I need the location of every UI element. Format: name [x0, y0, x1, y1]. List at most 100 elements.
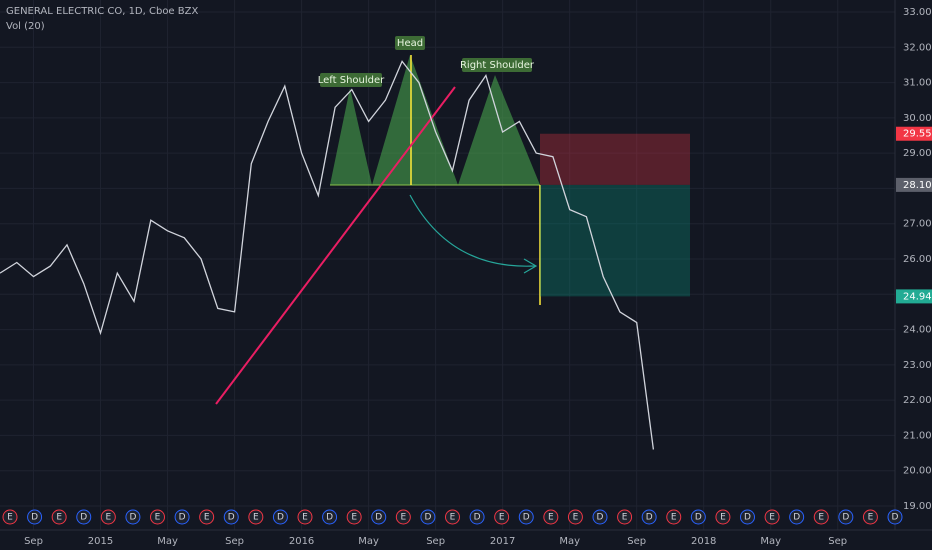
- event-label: D: [523, 513, 530, 523]
- event-label: D: [892, 513, 899, 523]
- label-box: [395, 36, 425, 50]
- price-line: [0, 60, 655, 450]
- event-label: E: [450, 513, 456, 523]
- y-tick-label: 30.00: [903, 113, 932, 124]
- x-tick-label: 2018: [691, 536, 716, 547]
- arrow-head: [523, 258, 538, 274]
- event-label: D: [31, 513, 38, 523]
- event-label: E: [7, 513, 13, 523]
- y-tick-label: 29.00: [903, 148, 932, 159]
- event-marker: [789, 509, 805, 525]
- grid: [0, 0, 895, 530]
- event-label: D: [228, 513, 235, 523]
- price-tag-label: 24.94: [903, 291, 932, 302]
- event-label: E: [868, 513, 874, 523]
- event-label: E: [105, 513, 111, 523]
- price-tag-label: 29.55: [903, 129, 932, 140]
- event-label: E: [155, 513, 161, 523]
- event-label: D: [80, 513, 87, 523]
- event-marker: [740, 509, 755, 525]
- y-tick-label: 19.00: [903, 501, 932, 512]
- event-marker: [174, 509, 190, 525]
- plot: [0, 60, 655, 450]
- event-marker: [150, 509, 165, 525]
- event-label: D: [375, 513, 382, 523]
- event-marker: [494, 509, 510, 525]
- x-tick-label: Sep: [24, 536, 43, 547]
- event-label: D: [646, 513, 653, 523]
- event-marker: [887, 509, 903, 525]
- x-tick-label: 2017: [490, 536, 515, 547]
- y-tick-label: 32.00: [903, 42, 932, 53]
- event-label: D: [695, 513, 702, 523]
- price-tag: [896, 177, 932, 192]
- event-marker: [76, 509, 92, 525]
- x-tick-label: May: [157, 536, 178, 547]
- y-tick-label: 26.00: [903, 254, 932, 265]
- event-marker: [641, 509, 657, 525]
- x-tick-label: 2015: [88, 536, 113, 547]
- event-marker: [715, 509, 731, 525]
- event-label: E: [499, 513, 505, 523]
- event-label: D: [793, 513, 800, 523]
- event-marker: [666, 509, 682, 525]
- event-label: D: [474, 513, 481, 523]
- event-marker: [371, 509, 387, 525]
- right-shoulder-shape: [458, 75, 540, 185]
- price-tag: [896, 289, 932, 304]
- x-tick-label: 2016: [289, 536, 314, 547]
- event-marker: [223, 509, 239, 525]
- chart-title: GENERAL ELECTRIC CO, 1D, Cboe BZX: [6, 6, 198, 17]
- event-label: D: [744, 513, 751, 523]
- y-tick-label: 23.00: [903, 360, 932, 371]
- annotation: Head: [397, 38, 423, 49]
- curved-arrow: [409, 194, 536, 267]
- event-label: E: [622, 513, 628, 523]
- x-tick-label: May: [559, 536, 580, 547]
- event-marker: [813, 509, 829, 525]
- event-marker: [51, 509, 67, 525]
- event-marker: [125, 509, 141, 525]
- y-tick-label: 20.00: [903, 466, 932, 477]
- head-shape: [372, 55, 458, 185]
- event-label: E: [671, 513, 677, 523]
- indicator-label: Vol (20): [6, 21, 45, 32]
- event-marker: [567, 509, 583, 525]
- event-label: D: [326, 513, 333, 523]
- event-marker: [272, 509, 288, 525]
- y-tick-label: 33.00: [903, 7, 932, 18]
- event-label: D: [277, 513, 284, 523]
- annotation: Left Shoulder: [318, 75, 385, 86]
- event-marker: [2, 509, 18, 525]
- x-tick-label: May: [760, 536, 781, 547]
- event-marker: [395, 509, 411, 525]
- price-tag-label: 28.10: [903, 180, 932, 191]
- event-marker: [764, 509, 780, 525]
- event-label: D: [129, 513, 136, 523]
- event-marker: [297, 509, 313, 525]
- label-box: [320, 73, 382, 87]
- price-axis: [895, 0, 932, 550]
- event-label: E: [818, 513, 824, 523]
- event-marker: [617, 509, 633, 525]
- label-box: [462, 58, 532, 72]
- event-label: D: [179, 513, 186, 523]
- x-tick-label: Sep: [225, 536, 244, 547]
- event-label: D: [597, 513, 604, 523]
- y-tick-label: 21.00: [903, 430, 932, 441]
- event-marker: [445, 509, 460, 525]
- y-tick-label: 22.00: [903, 395, 932, 406]
- event-label: D: [424, 513, 431, 523]
- y-tick-label: 31.00: [903, 78, 932, 89]
- event-marker: [346, 509, 362, 525]
- target-zone: [540, 184, 690, 297]
- event-marker: [518, 509, 534, 525]
- event-marker: [248, 509, 264, 525]
- event-label: E: [253, 513, 259, 523]
- x-tick-label: Sep: [426, 536, 445, 547]
- position-box: [540, 133, 690, 297]
- event-label: E: [720, 513, 726, 523]
- annotation-labels: Left Shoulder Head Right Shoulder: [318, 36, 535, 87]
- trend-line: [215, 86, 456, 405]
